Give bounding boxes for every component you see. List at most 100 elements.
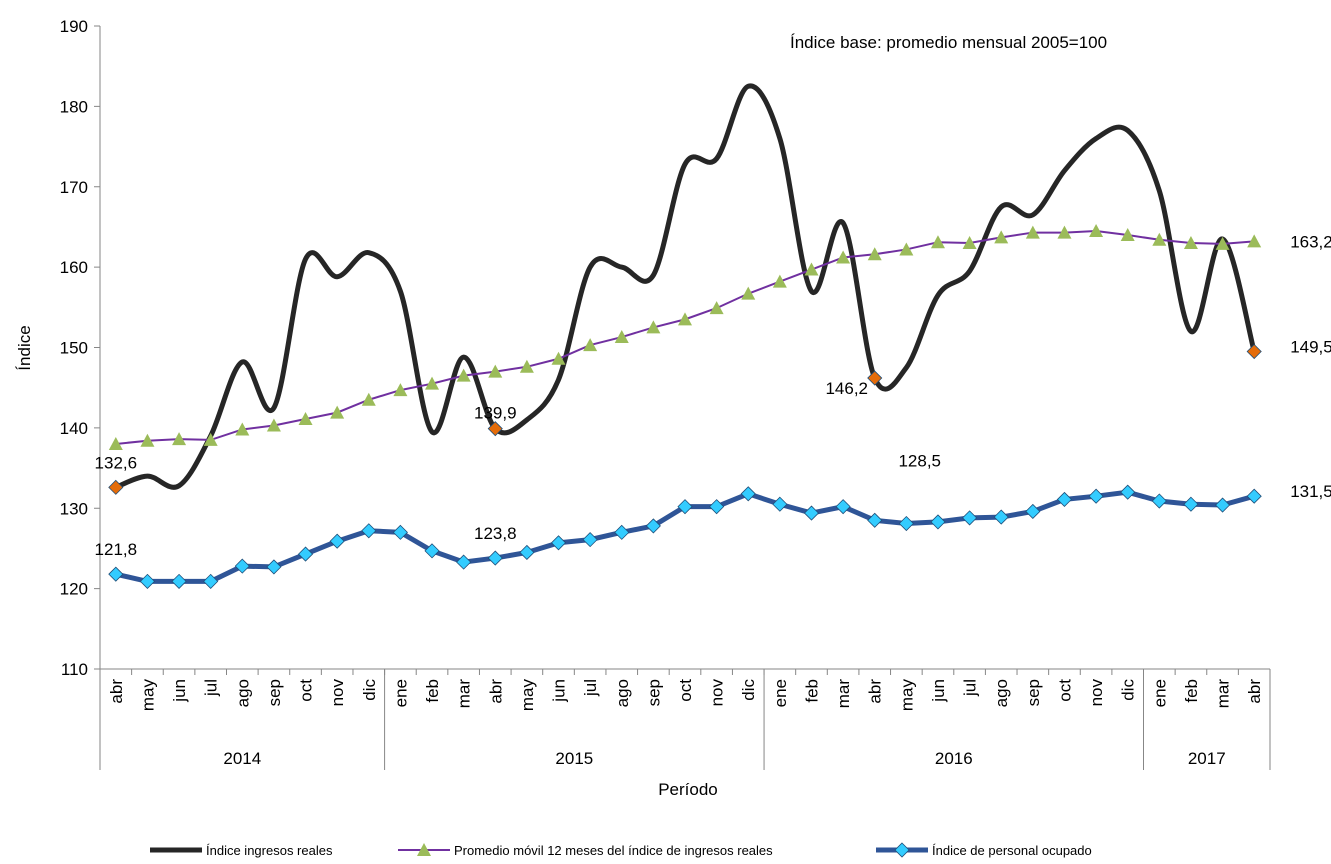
x-tick-label: oct [676,679,695,702]
data-label: 149,5 [1290,338,1331,357]
point-marker [108,436,123,450]
point-marker [392,524,408,540]
point-marker [867,247,882,261]
data-label: 139,9 [474,404,517,423]
point-marker [330,405,345,419]
point-marker [962,236,977,250]
x-axis-title: Período [658,780,718,799]
point-marker [1151,493,1167,509]
point-marker [1088,488,1104,504]
x-tick-label: dic [360,679,379,701]
y-tick-label: 120 [60,580,88,599]
point-marker [361,523,377,539]
point-marker [1215,497,1231,513]
point-marker [772,274,787,288]
y-tick-label: 150 [60,339,88,358]
point-marker [898,515,914,532]
x-tick-label: mar [834,679,853,709]
group-label: 2015 [555,749,593,768]
x-tick-label: oct [1055,679,1074,702]
data-label: 123,8 [474,524,517,543]
point-marker [139,573,155,589]
data-label: 146,2 [825,379,868,398]
x-tick-label: jun [929,679,948,703]
series-line [114,83,1257,490]
y-tick-label: 140 [60,419,88,438]
point-marker [867,512,883,528]
point-marker [172,432,187,446]
x-tick-label: mar [455,679,474,709]
point-marker [298,412,313,426]
point-marker [456,554,472,570]
point-marker [1057,225,1072,239]
point-marker [424,543,440,559]
y-axis-title: Índice [15,325,34,370]
point-marker [930,235,945,249]
point-marker [677,499,693,515]
y-tick-label: 160 [60,258,88,277]
x-tick-label: abr [866,679,885,704]
y-tick-label: 190 [60,17,88,36]
point-marker [1246,488,1262,504]
point-marker [235,422,250,436]
x-tick-label: jul [202,679,221,697]
legend-marker [894,842,910,858]
point-marker [1247,234,1262,248]
point-marker [456,368,471,382]
point-marker [1183,236,1198,250]
y-tick-label: 170 [60,178,88,197]
x-tick-label: ene [391,679,410,707]
highlight-marker [867,370,883,386]
point-marker [551,351,566,365]
point-marker [740,486,756,502]
x-tick-label: ago [613,679,632,707]
point-marker [709,499,725,515]
point-marker [203,573,219,589]
point-marker [425,376,440,390]
group-label: 2014 [223,749,261,768]
group-label: 2017 [1188,749,1226,768]
legend-label: Índice de personal ocupado [932,843,1092,858]
point-marker [1215,236,1230,250]
point-marker [297,546,314,562]
legend-label: Índice ingresos reales [206,843,333,858]
x-tick-label: nov [708,679,727,707]
point-marker [108,566,124,582]
point-marker [266,559,282,575]
x-tick-label: may [518,679,537,712]
x-tick-label: dic [739,679,758,701]
y-tick-label: 130 [60,499,88,518]
point-marker [1152,232,1167,246]
x-tick-label: may [138,679,157,712]
point-marker [741,286,756,300]
point-marker [203,432,218,446]
annotation: Índice base: promedio mensual 2005=100 [790,33,1107,52]
point-marker [171,573,187,589]
y-tick-label: 110 [61,660,88,679]
x-tick-label: mar [1214,679,1233,709]
point-marker [962,510,978,526]
x-tick-label: sep [644,679,663,706]
series-line [115,229,1255,445]
point-marker [1025,225,1040,239]
x-tick-label: may [897,679,916,712]
point-marker [994,230,1009,244]
point-marker [582,532,598,548]
data-label: 132,6 [95,453,138,472]
point-marker [803,505,820,521]
data-label: 128,5 [898,451,941,470]
x-tick-label: jul [961,679,980,697]
point-marker [329,533,345,549]
point-marker [266,418,281,432]
point-marker [140,433,155,447]
point-marker [550,535,567,551]
data-label: 121,8 [95,540,138,559]
x-tick-label: ago [233,679,252,707]
legend-marker [417,843,431,856]
x-tick-label: abr [107,679,126,704]
x-tick-label: abr [1245,679,1264,704]
highlight-marker [487,421,503,437]
point-marker [1025,503,1041,520]
x-tick-label: jun [170,679,189,703]
point-marker [393,383,408,397]
